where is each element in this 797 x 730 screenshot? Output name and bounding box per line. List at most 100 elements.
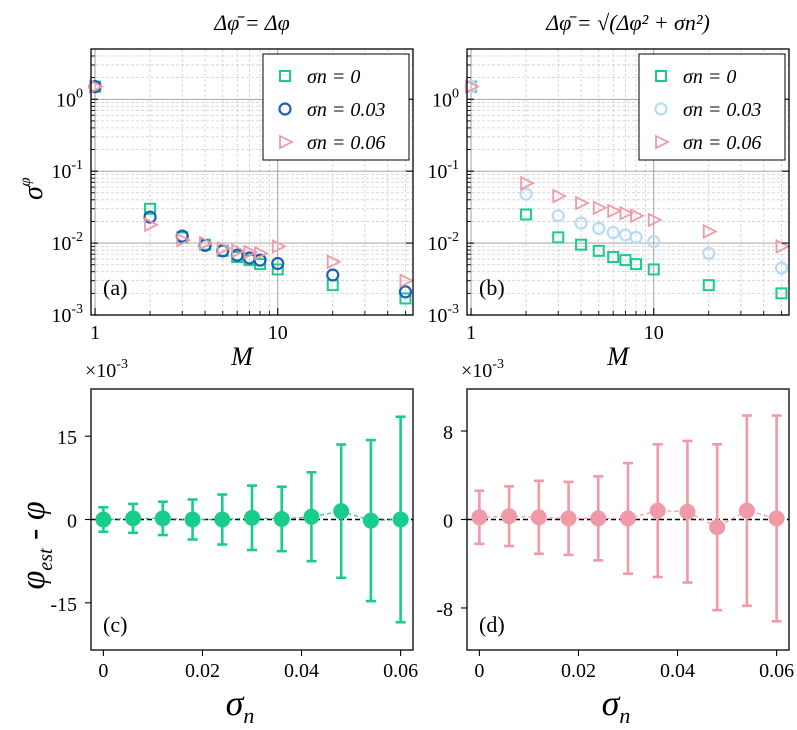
y-tick-label: 100 — [56, 86, 83, 111]
data-point — [738, 502, 755, 519]
data-point — [575, 195, 591, 211]
y-tick-exponent: -2 — [71, 230, 83, 245]
data-point — [199, 235, 215, 251]
x-tick-label: 0.02 — [185, 660, 220, 682]
data-point — [647, 263, 660, 276]
y-axis-label-base: φ — [15, 571, 52, 590]
data-point — [89, 79, 105, 95]
legend-entry: σn = 0 — [683, 66, 736, 88]
x-axis-label-subscript: n — [243, 703, 254, 728]
data-point — [607, 203, 623, 219]
y-multiplier: ×10-3 — [461, 357, 504, 382]
y-tick-base: 10 — [51, 161, 71, 183]
x-axis-label: M — [230, 342, 254, 371]
panel-title: Δφ̄ = √(Δφ² + σn²) — [545, 10, 710, 35]
legend-entry: σn = 0.03 — [307, 99, 385, 121]
legend: σn = 0 σn = 0.03 σn = 0.06 — [262, 53, 410, 161]
x-axis-label-base: σ — [602, 683, 621, 723]
x-axis-label: σn — [602, 683, 631, 728]
data-point — [560, 510, 577, 527]
y-multiplier-base: ×10 — [85, 360, 116, 382]
y-tick-label: -15 — [50, 594, 77, 616]
x-axis-label-base: σ — [226, 683, 245, 723]
data-point — [244, 509, 260, 526]
y-multiplier-exponent: -3 — [116, 357, 128, 372]
data-point — [607, 251, 620, 264]
y-tick-label: 8 — [443, 422, 453, 444]
y-tick-label: -8 — [436, 599, 453, 621]
legend-marker — [655, 134, 671, 150]
data-point — [520, 175, 536, 191]
data-point — [362, 512, 379, 529]
legend-entry: σn = 0 — [307, 66, 360, 88]
y-tick-label: 10-3 — [427, 302, 459, 327]
y-tick-base: 10 — [427, 161, 447, 183]
legend-marker — [279, 134, 295, 150]
data-point — [399, 292, 412, 305]
y-axis-label: φest - φ — [15, 501, 57, 589]
y-tick-label: 10-2 — [51, 230, 83, 255]
data-point — [592, 221, 606, 236]
data-point — [273, 510, 290, 527]
x-tick-label: 1 — [466, 322, 476, 344]
data-point — [775, 287, 788, 300]
y-tick-label: 10-2 — [427, 230, 459, 255]
panel-c: -15 0 15 0 0.02 0.04 0.06 ×10-3 (c) σn φest - φ — [15, 357, 418, 728]
y-tick-exponent: 0 — [76, 86, 83, 101]
data-point — [709, 519, 726, 536]
data-point — [399, 273, 415, 289]
panel-d: -8 0 8 0 0.02 0.04 0.06 ×10-3 (d) σn — [436, 357, 794, 728]
data-point — [629, 230, 643, 244]
y-tick-base: 10 — [51, 305, 71, 327]
data-point — [552, 231, 565, 244]
panel-title: Δφ̄ = Δφ — [213, 10, 290, 35]
data-point — [143, 210, 157, 224]
x-tick-label: 0.06 — [759, 660, 794, 682]
x-tick-label: 10 — [268, 322, 288, 344]
x-axis-label-subscript: n — [619, 703, 630, 728]
data-point — [592, 244, 605, 257]
data-point — [326, 254, 342, 270]
data-point — [647, 234, 661, 249]
data-point — [702, 246, 716, 260]
data-point — [530, 509, 547, 526]
data-point — [590, 510, 607, 527]
data-point — [620, 510, 636, 527]
y-tick-label: 100 — [432, 86, 459, 111]
y-tick-label: 15 — [57, 427, 77, 449]
data-point — [144, 202, 157, 215]
panel-label: (a) — [103, 275, 127, 300]
data-point — [619, 205, 635, 221]
panel-label: (d) — [479, 612, 505, 637]
data-point — [216, 240, 232, 256]
y-axis-label-base: σ — [18, 185, 49, 200]
y-tick-label: 0 — [443, 511, 453, 533]
data-point — [702, 279, 715, 292]
data-point — [471, 509, 488, 526]
data-point — [647, 212, 663, 228]
data-point — [552, 188, 568, 204]
data-point — [768, 510, 785, 527]
legend-entry: σn = 0.03 — [683, 99, 761, 121]
data-point — [333, 503, 350, 520]
y-axis-label-suffix: - φ — [15, 501, 52, 548]
legend-marker — [278, 102, 292, 116]
y-tick-base: 10 — [427, 305, 447, 327]
data-point — [575, 238, 588, 251]
x-tick-label: 0.04 — [660, 660, 695, 682]
data-point — [125, 510, 142, 527]
data-point — [649, 502, 666, 519]
data-point — [326, 268, 340, 282]
data-point — [592, 200, 608, 216]
x-tick-label: 0.06 — [383, 660, 418, 682]
y-tick-label: 10-1 — [51, 158, 83, 183]
legend-marker — [279, 70, 291, 82]
panel-label: (c) — [103, 612, 127, 637]
x-tick-label: 0 — [474, 660, 484, 682]
y-tick-exponent: -1 — [71, 158, 83, 173]
panel-label: (b) — [479, 275, 505, 300]
data-point — [679, 503, 696, 520]
y-multiplier-base: ×10 — [461, 360, 492, 382]
